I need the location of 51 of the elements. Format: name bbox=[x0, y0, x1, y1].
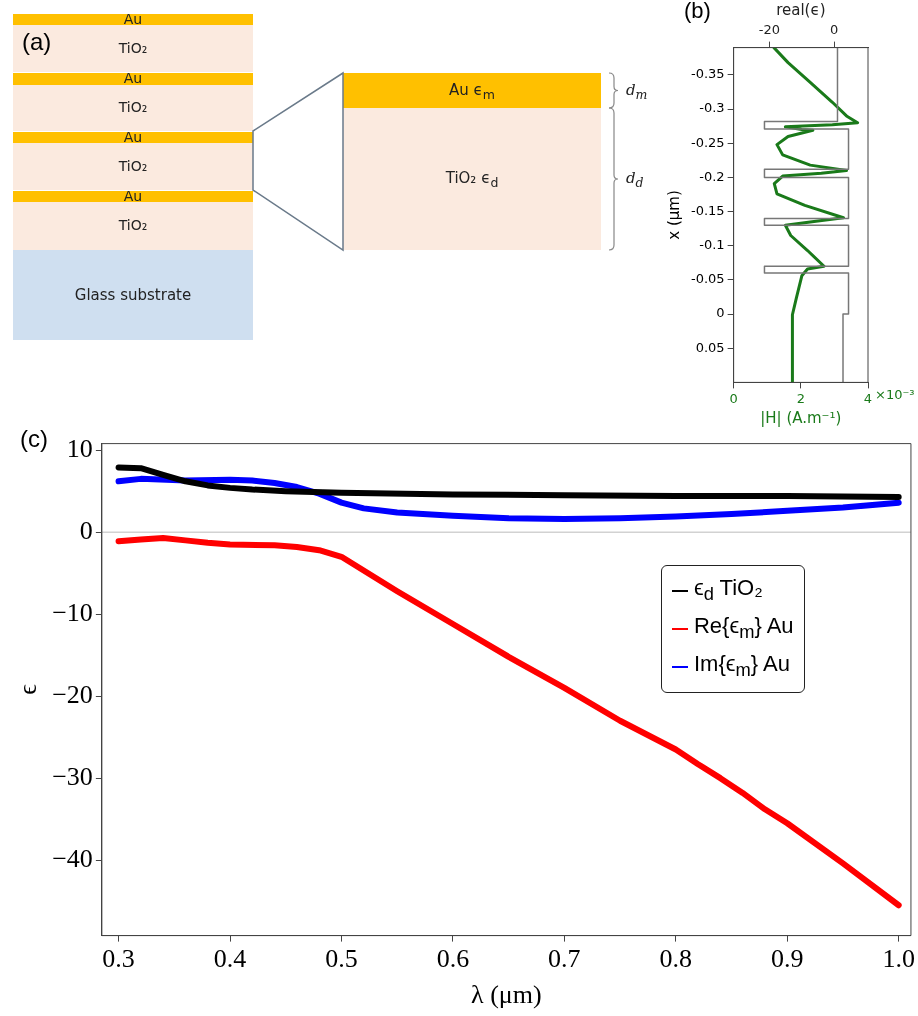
y-tick-label: -0.3 bbox=[699, 100, 725, 116]
text: TiO₂ bbox=[117, 217, 149, 233]
x-tick-label: 4 bbox=[863, 390, 873, 406]
y-tick-label: −30 bbox=[52, 761, 93, 791]
x-tick-label: 0.8 bbox=[659, 944, 693, 974]
y-tick-label: 0.05 bbox=[695, 339, 725, 355]
y-tick-label: 0 bbox=[79, 515, 93, 545]
text: Au bbox=[122, 187, 144, 204]
x2-tick-label: 0 bbox=[830, 22, 839, 38]
x-tick-label: 0.5 bbox=[325, 944, 358, 974]
x-tick-label: 0 bbox=[729, 390, 738, 406]
chart-title: (b) bbox=[684, 0, 711, 24]
y-axis-title: x (μm) bbox=[664, 190, 683, 240]
y-axis-title: ϵ bbox=[13, 684, 43, 695]
y-tick-label: -0.35 bbox=[691, 66, 725, 82]
y-tick-label: −10 bbox=[52, 597, 93, 627]
y-tick-label: −40 bbox=[52, 843, 93, 873]
x-tick-label: 0.7 bbox=[548, 944, 581, 974]
text: (a) bbox=[22, 28, 52, 56]
y-tick-label: 0 bbox=[716, 305, 725, 321]
text: TiO₂ ϵ$_{d}$ bbox=[444, 169, 500, 190]
y-tick-label: -0.15 bbox=[691, 202, 725, 218]
text: ×10⁻³ bbox=[875, 387, 915, 403]
text: Au bbox=[122, 128, 144, 145]
text: Au ϵ$_{m}$ bbox=[448, 80, 496, 102]
y-tick-label: 10 bbox=[66, 433, 93, 463]
y-tick-label: -0.2 bbox=[699, 168, 725, 184]
x2-axis-title: real(ϵ) bbox=[776, 0, 826, 19]
x-axis-title: |H| (A.m⁻¹) bbox=[760, 408, 842, 427]
text: d$_{m}$ bbox=[626, 80, 648, 102]
x-tick-label: 0.9 bbox=[771, 944, 804, 974]
y-tick-label: -0.1 bbox=[699, 237, 725, 253]
y-tick-label: -0.05 bbox=[691, 271, 725, 287]
x2-tick-label: -20 bbox=[758, 22, 780, 38]
legend-label: Im{ϵ$_{m}$} Au bbox=[693, 651, 790, 682]
text: TiO₂ bbox=[118, 39, 148, 56]
x-tick-label: 0.6 bbox=[436, 944, 470, 974]
x-tick-label: 0.4 bbox=[213, 944, 247, 974]
chart-title: (c) bbox=[20, 425, 48, 453]
x-tick-label: 2 bbox=[796, 390, 805, 406]
legend-label: ϵ$_{d}$ TiO₂ bbox=[693, 575, 763, 606]
y-tick-label: -0.25 bbox=[691, 134, 725, 150]
x-tick-label: 0.3 bbox=[102, 944, 135, 974]
y-tick-label: −20 bbox=[52, 679, 93, 709]
text: Glass substrate bbox=[73, 286, 193, 304]
text: d$_{d}$ bbox=[626, 169, 644, 190]
legend-label: Re{ϵ$_{m}$} Au bbox=[693, 613, 794, 644]
x-tick-label: 1.0 bbox=[882, 944, 915, 974]
x-axis-title: λ (μm) bbox=[471, 980, 542, 1010]
text: TiO₂ bbox=[117, 99, 149, 115]
text: TiO₂ bbox=[117, 157, 149, 174]
